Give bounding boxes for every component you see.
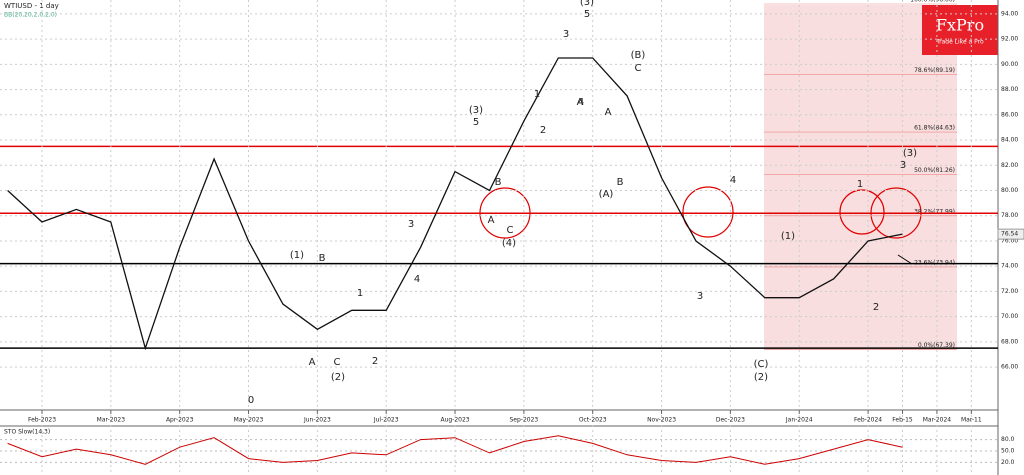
wave-label: 1 [857,179,863,190]
fib-zone [764,5,957,350]
x-tick-label: Jun-2023 [303,417,331,424]
price-line [7,57,903,351]
y-tick-label: 68.00 [1001,338,1018,345]
y-tick-label: 82.00 [1001,162,1018,169]
wave-label: 5 [584,9,590,20]
fib-label: 100.0%(96.00) [910,0,955,4]
y-tick-label: 66.00 [1001,364,1018,371]
chart-title: WTIUSD - 1 day [4,2,59,10]
x-tick-label: Mar-2023 [97,417,126,424]
wave-label: (3) [903,148,917,159]
wave-label: B [319,253,326,264]
x-tick-label: Apr-2023 [166,417,194,424]
x-tick-label: May-2023 [234,417,264,424]
x-tick-label: Dec-2023 [716,417,745,424]
wave-label: 4 [578,97,584,108]
y-tick-label: 74.00 [1001,263,1018,270]
osc-tick-label: 80.0 [1001,436,1015,443]
indicator-label: BB(20,20,2,0,2,0) [4,12,57,19]
wave-label: (4) [502,238,516,249]
arrow [897,254,913,265]
fib-label: 38.2%(77.99) [914,208,955,215]
x-tick-label: Oct-2023 [579,417,607,424]
wave-label: 2 [372,356,378,367]
wave-label: 5 [473,117,479,128]
y-tick-label: 80.00 [1001,187,1018,194]
wave-label: C [334,357,341,368]
brand-box [922,5,998,55]
y-tick-label: 76.00 [1001,237,1018,244]
wave-label: B [617,177,624,188]
wave-label: A [605,107,612,118]
x-tick-label: Feb-2024 [854,417,882,424]
y-tick-label: 94.00 [1001,10,1018,17]
wave-label: (2) [754,372,768,383]
osc-tick-label: 50.0 [1001,448,1015,455]
wave-label: C [635,63,642,74]
x-tick-label: Mar-2024 [923,417,952,424]
y-tick-label: 70.00 [1001,313,1018,320]
x-tick-label: Feb-15 [892,417,913,424]
wave-label: 3 [697,291,703,302]
x-tick-label: Jul-2023 [373,417,399,424]
wave-label: A [577,97,584,108]
y-tick-label: 90.00 [1001,61,1018,68]
x-tick-label: Jan-2024 [785,417,813,424]
wave-label: 2 [540,125,546,136]
brand-tagline: Trade Like a Pro [935,39,984,46]
wave-label: (C) [754,359,769,370]
oscillator-line [7,435,903,465]
wave-label: (1) [781,231,795,242]
osc-tick-label: 20.0 [1001,459,1015,466]
wave-label: 3 [563,29,569,40]
wave-label: (A) [599,189,614,200]
y-tick-label: 78.00 [1001,212,1018,219]
y-tick-label: 84.00 [1001,137,1018,144]
x-tick-label: Feb-2023 [28,417,56,424]
wave-label: 2 [873,302,879,313]
fib-label: 78.6%(89.19) [914,67,955,74]
y-tick-label: 92.00 [1001,36,1018,43]
fib-label: 61.8%(84.63) [914,125,955,132]
wave-label: 3 [408,219,414,230]
wave-label: 1 [534,89,540,100]
y-tick-label: 72.00 [1001,288,1018,295]
x-tick-label: Aug-2023 [440,417,469,424]
oscillator-title: STO Slow(14,3) [4,429,50,436]
x-tick-label: Nov-2023 [647,417,676,424]
wave-label: 4 [414,274,420,285]
wave-label: 4 [730,175,736,186]
last-price-box [997,228,1024,240]
wave-label: C [507,225,514,236]
wave-label: 1 [357,288,363,299]
y-tick-label: 88.00 [1001,86,1018,93]
y-tick-label: 86.00 [1001,111,1018,118]
wave-label: (1) [290,250,304,261]
wave-label: A [488,215,495,226]
x-tick-label: Mar-11 [961,417,982,424]
last-price-label: 76.54 [1001,231,1018,238]
wave-label: A [309,357,316,368]
fib-label: 50.0%(81.26) [914,167,955,174]
wave-label: (B) [631,50,646,61]
wave-label: (2) [331,372,345,383]
brand-name: FxPro [936,16,984,35]
wave-label: 3 [900,160,906,171]
wave-label: (3) [580,0,594,8]
x-tick-label: Sep-2023 [510,417,539,424]
wave-label: (3) [469,105,483,116]
wave-label: 0 [248,395,254,406]
wave-label: B [495,177,502,188]
